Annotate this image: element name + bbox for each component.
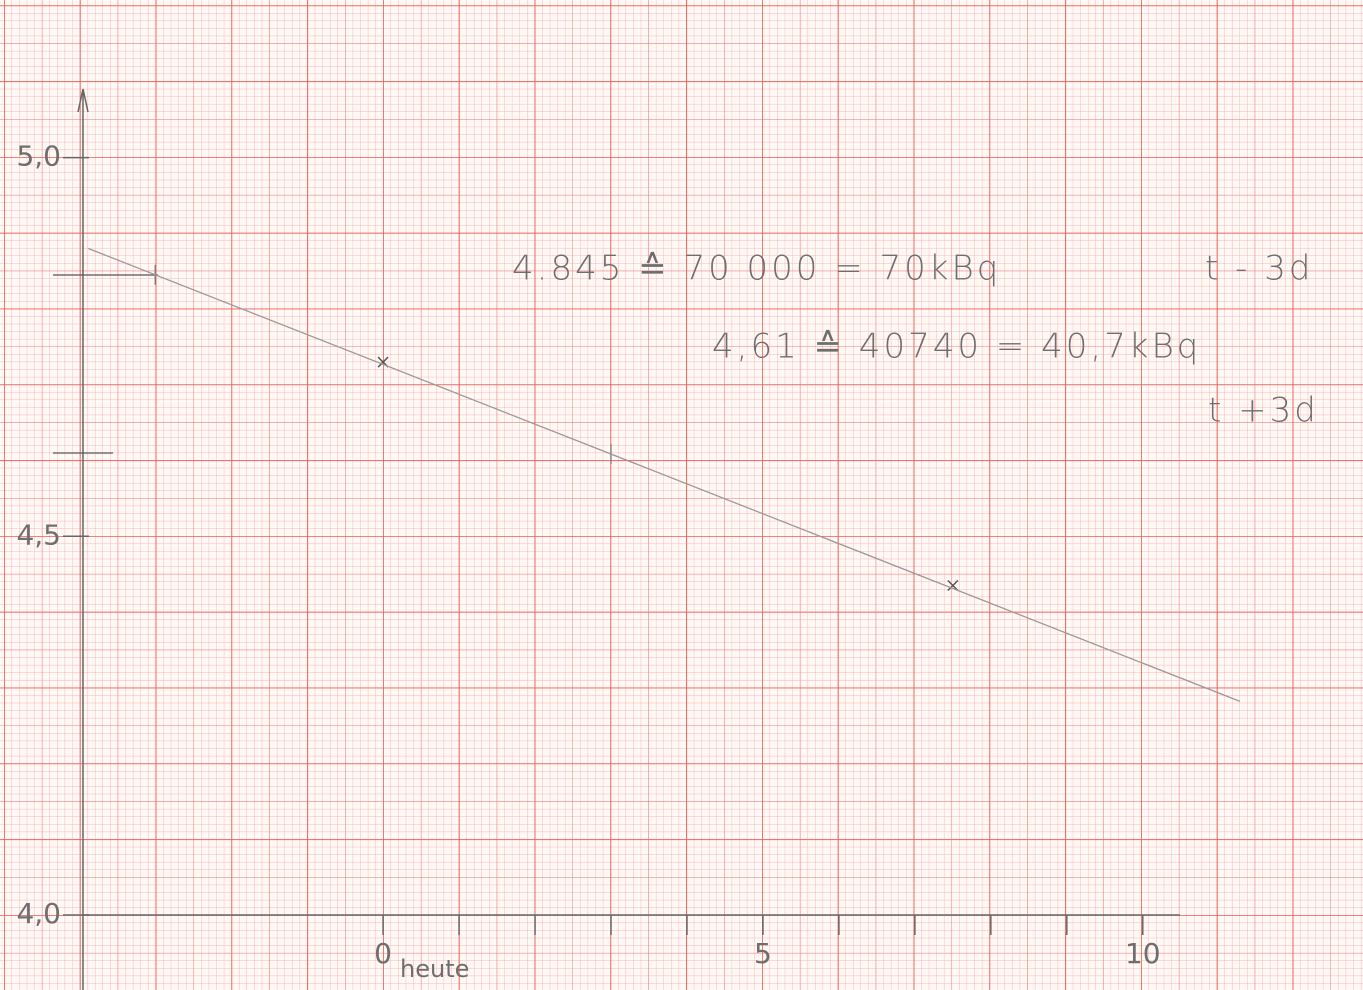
x-tick-label: 0 — [374, 937, 392, 970]
y-axis-arrow — [77, 88, 89, 113]
fit-line — [88, 247, 1241, 703]
plot: 0 5 10 heute 5,0 4,5 4,0 4.845 ≙ 70 000 = 70kBq… — [16, 88, 1319, 990]
y-tick-label: 5,0 — [16, 140, 61, 173]
data-point — [947, 579, 959, 592]
x-tick-label: 5 — [754, 937, 772, 970]
x-tick-label: 10 — [1125, 937, 1161, 970]
y-tick-label: 4,0 — [16, 897, 61, 930]
annotation: t - 3d — [1205, 249, 1313, 289]
annotation: t +3d — [1208, 391, 1319, 431]
x-note: heute — [400, 955, 469, 983]
annotation: 4,61 ≙ 40740 = 40,7kBq — [712, 327, 1201, 367]
annotation: 4.845 ≙ 70 000 = 70kBq — [512, 249, 1001, 289]
y-tick-label: 4,5 — [16, 518, 61, 551]
